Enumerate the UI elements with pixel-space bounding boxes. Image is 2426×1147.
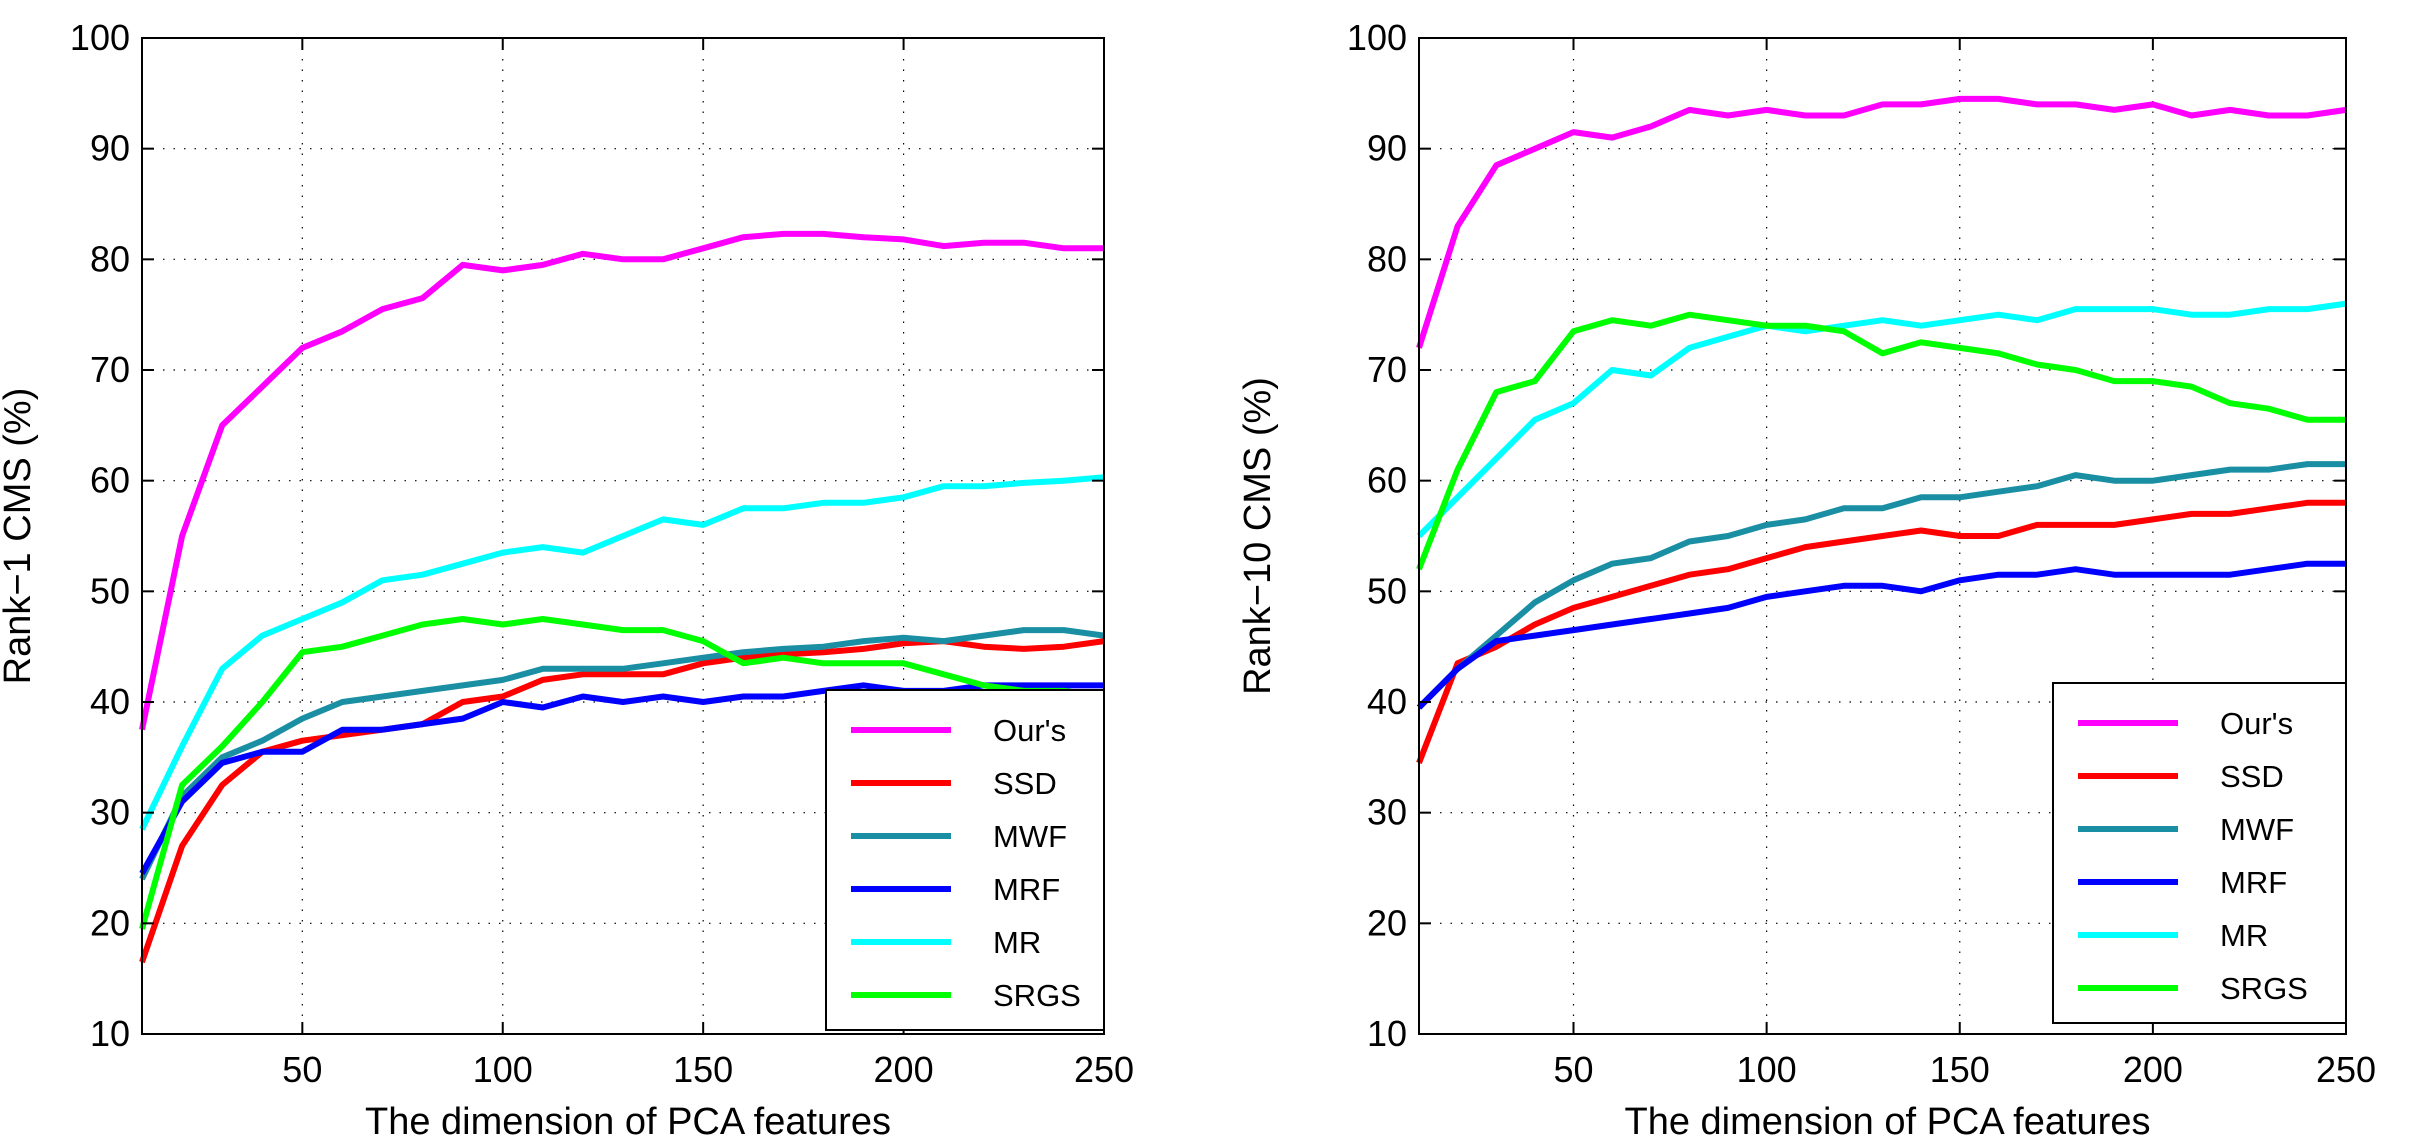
chart-1-legend-label-5: SRGS — [2220, 971, 2308, 1006]
chart-0-legend-box — [825, 689, 1105, 1031]
chart-0-xtick-label: 150 — [673, 1049, 733, 1090]
chart-1-ytick-label: 70 — [1367, 349, 1407, 390]
chart-1-xtick-label: 200 — [2123, 1049, 2183, 1090]
chart-1-series-line-0 — [1416, 95, 2347, 349]
chart-1-legend-label-1: SSD — [2220, 759, 2284, 794]
chart-1-legend: Our's SSD MWF MRF MR SRGS — [2052, 682, 2347, 1024]
chart-0-series-line-2 — [139, 627, 1105, 881]
chart-0-legend: Our's SSD MWF MRF MR SRGS — [825, 689, 1105, 1031]
chart-1-legend-label-0: Our's — [2220, 706, 2293, 741]
chart-rank10: 50 100 150 200 250 10 20 30 40 50 60 70 80 90 100 The d… — [1230, 0, 2426, 1147]
chart-1-series-line-3 — [1416, 560, 2346, 710]
chart-1-ytick-label: 80 — [1367, 238, 1407, 279]
chart-0-xtick-label: 250 — [1074, 1049, 1134, 1090]
chart-1-ytick-label: 20 — [1367, 902, 1407, 943]
chart-1-xlabel: The dimension of PCA features — [1625, 1101, 2151, 1142]
chart-0-ytick-label: 20 — [90, 902, 130, 943]
chart-0-legend-label-4: MR — [993, 925, 1041, 960]
chart-rank1-svg: 50 100 150 200 250 10 20 30 40 50 60 70 80 90 100 The d… — [0, 17, 1134, 1143]
chart-1-legend-box — [2052, 682, 2347, 1024]
chart-0-xtick-label: 50 — [282, 1049, 322, 1090]
chart-0-legend-label-3: MRF — [993, 872, 1060, 907]
chart-0-legend-label-1: SSD — [993, 766, 1057, 801]
chart-0-series-line-0 — [139, 230, 1104, 731]
chart-1-xtick-label: 50 — [1553, 1049, 1593, 1090]
chart-0-ytick-label: 50 — [90, 570, 130, 611]
chart-1-ytick-label: 100 — [1347, 17, 1407, 58]
chart-0-xtick-label: 100 — [473, 1049, 533, 1090]
chart-0-axes-frame — [141, 37, 1105, 1035]
chart-1-series-line-2 — [1416, 461, 2346, 710]
chart-0-legend-label-2: MWF — [993, 819, 1067, 854]
chart-1-xtick-label: 100 — [1737, 1049, 1797, 1090]
chart-0-series-line-4 — [139, 474, 1105, 831]
chart-1-ytick-label: 10 — [1367, 1013, 1407, 1054]
chart-1-ytick-label: 90 — [1367, 128, 1407, 169]
chart-0-ytick-label: 30 — [90, 792, 130, 833]
chart-0-legend-label-0: Our's — [993, 713, 1066, 748]
chart-0-xlabel: The dimension of PCA features — [365, 1101, 891, 1142]
chart-1-series-line-4 — [1416, 300, 2347, 539]
chart-1-ytick-label: 30 — [1367, 792, 1407, 833]
chart-rank10-svg: 50 100 150 200 250 10 20 30 40 50 60 70 80 90 100 The d… — [1237, 17, 2376, 1143]
chart-rank1: 50 100 150 200 250 10 20 30 40 50 60 70 80 90 100 The d… — [0, 0, 1190, 1147]
chart-1-ytick-label: 50 — [1367, 570, 1407, 611]
chart-1-xtick-label: 250 — [2316, 1049, 2376, 1090]
chart-1-legend-label-3: MRF — [2220, 865, 2287, 900]
chart-0-series-line-5 — [139, 616, 1105, 930]
chart-1-series-line-5 — [1416, 311, 2346, 571]
chart-1-series-line-1 — [1416, 499, 2346, 764]
chart-0-ytick-label: 60 — [90, 460, 130, 501]
chart-0-ytick-label: 90 — [90, 128, 130, 169]
chart-1-xtick-label: 150 — [1930, 1049, 1990, 1090]
chart-0-xtick-label: 200 — [874, 1049, 934, 1090]
chart-1-legend-label-2: MWF — [2220, 812, 2294, 847]
chart-1-axes-frame — [1418, 37, 2347, 1035]
chart-1-ytick-label: 60 — [1367, 460, 1407, 501]
chart-0-ylabel: Rank−1 CMS (%) — [0, 388, 39, 685]
chart-0-ytick-label: 40 — [90, 681, 130, 722]
chart-1-ytick-label: 40 — [1367, 681, 1407, 722]
chart-0-ytick-label: 100 — [70, 17, 130, 58]
chart-1-ylabel: Rank−10 CMS (%) — [1237, 377, 1279, 695]
chart-0-ytick-label: 10 — [90, 1013, 130, 1054]
chart-0-ytick-label: 70 — [90, 349, 130, 390]
chart-0-legend-label-5: SRGS — [993, 978, 1081, 1013]
chart-1-legend-label-4: MR — [2220, 918, 2268, 953]
chart-0-ytick-label: 80 — [90, 238, 130, 279]
